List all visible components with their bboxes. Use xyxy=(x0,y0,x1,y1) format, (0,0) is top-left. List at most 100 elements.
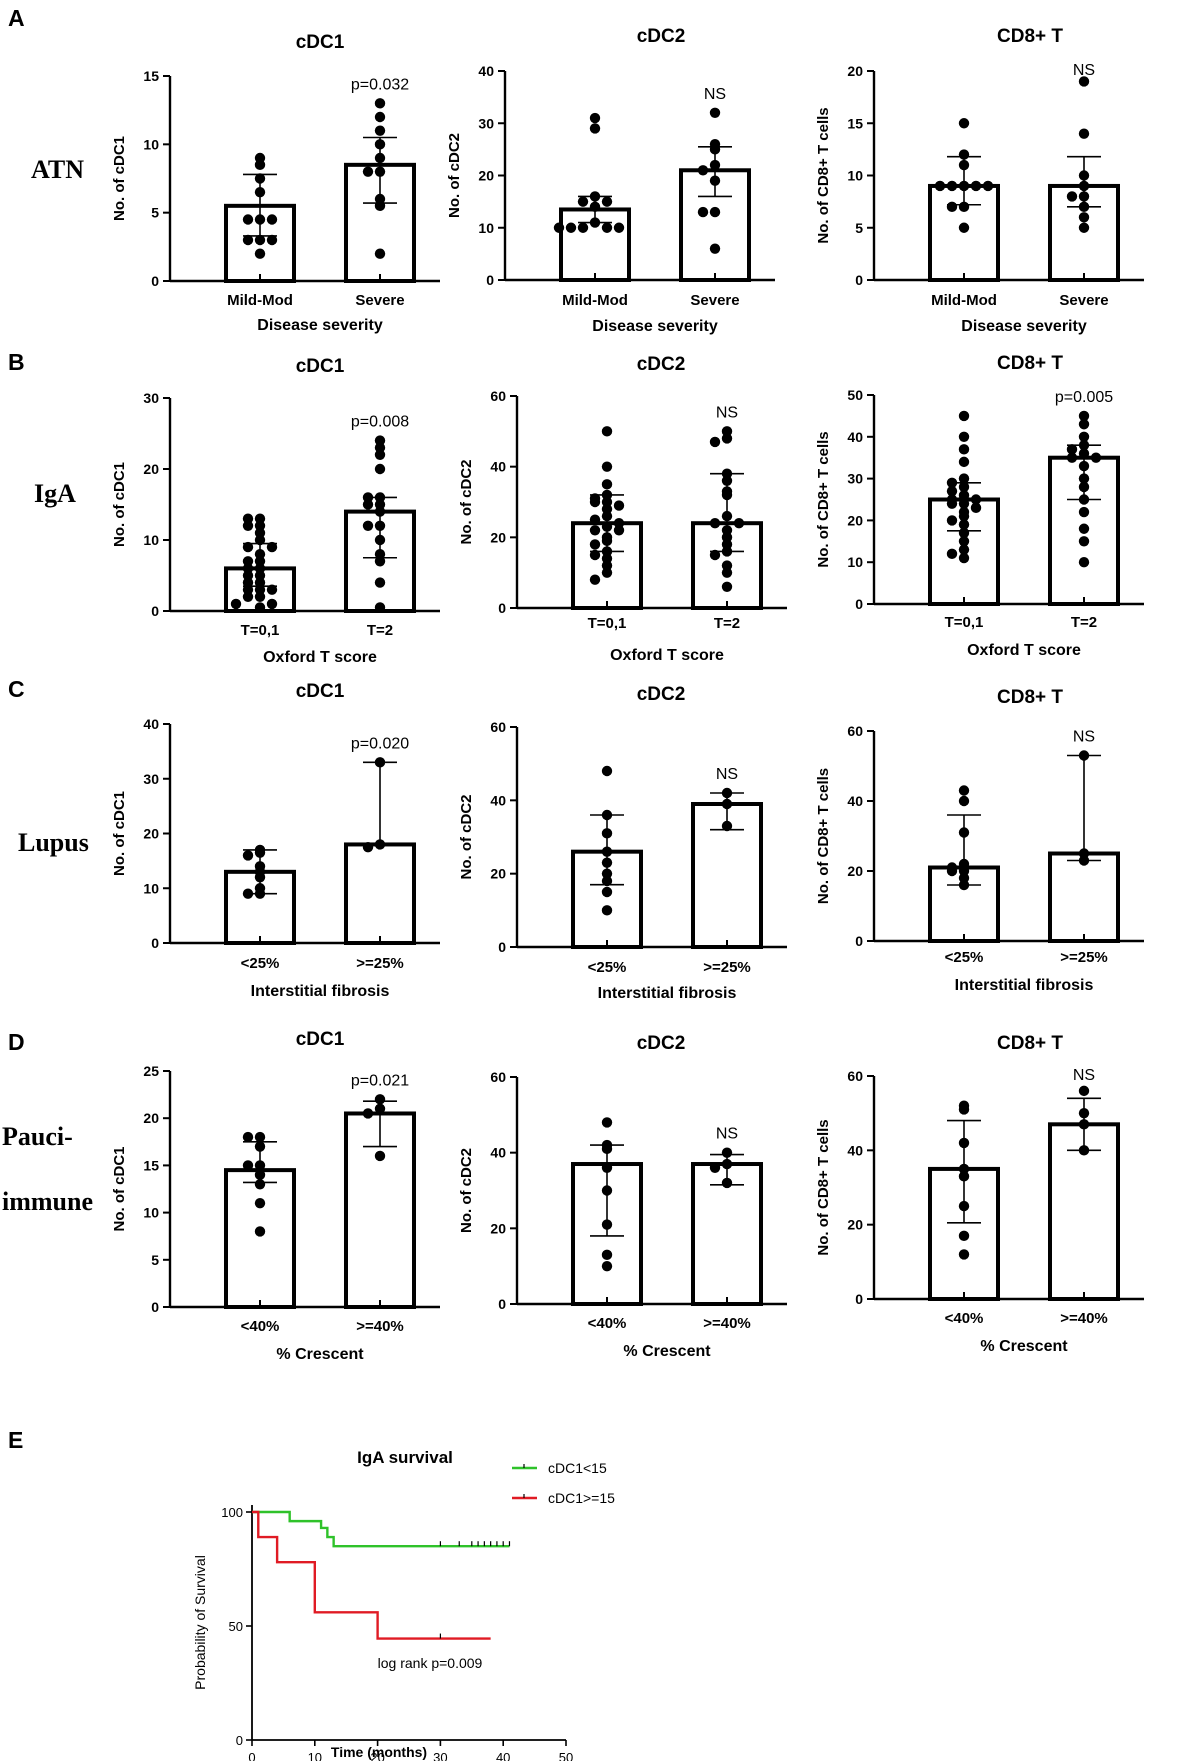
data-point xyxy=(958,544,970,555)
y-axis-label: No. of CD8+ T cells xyxy=(815,768,832,904)
y-tick-label: 10 xyxy=(847,554,863,570)
category-label: <25% xyxy=(945,949,984,966)
data-point xyxy=(1078,212,1090,223)
data-point xyxy=(721,1147,733,1158)
data-point xyxy=(601,846,613,857)
data-point xyxy=(242,1131,254,1143)
data-point xyxy=(266,234,278,246)
y-tick-label: 20 xyxy=(143,826,159,842)
chart-b-cd8: CD8+ T 0 10 20 30 40 50 No. of CD8+ T cells T=0,… xyxy=(815,353,1144,659)
data-point xyxy=(242,850,254,861)
y-tick-label: 20 xyxy=(847,63,863,79)
data-point xyxy=(721,787,733,799)
x-axis-label: Interstitial fibrosis xyxy=(598,985,737,1002)
survival-curve xyxy=(252,1510,510,1548)
chart-c-cd8: CD8+ T 0 20 40 60 No. of CD8+ T cells <25% >=25… xyxy=(815,687,1144,994)
data-point xyxy=(1066,444,1078,455)
data-point xyxy=(1078,481,1090,493)
data-point xyxy=(266,598,278,610)
y-tick-label: 15 xyxy=(143,1157,159,1173)
data-point xyxy=(1078,506,1090,518)
data-point xyxy=(601,809,613,821)
y-axis-label: No. of cDC1 xyxy=(111,462,128,547)
data-point xyxy=(958,410,970,422)
data-point xyxy=(589,539,601,550)
x-axis-label: % Crescent xyxy=(276,1346,364,1363)
y-tick-label: 10 xyxy=(143,1205,159,1221)
panel-letter-a: A xyxy=(8,5,25,31)
category-label: Mild-Mod xyxy=(931,292,997,309)
data-point xyxy=(374,463,386,475)
x-tick-label: 10 xyxy=(308,1750,322,1761)
data-point xyxy=(709,175,721,186)
data-point xyxy=(958,456,970,468)
category-label: <40% xyxy=(241,1318,280,1335)
data-point xyxy=(254,1179,266,1190)
data-point xyxy=(946,548,958,560)
y-axis-label: No. of cDC2 xyxy=(446,133,463,218)
data-point xyxy=(958,1104,970,1115)
data-point xyxy=(958,159,970,171)
data-point xyxy=(254,248,266,259)
y-tick-label: 10 xyxy=(847,168,863,184)
y-tick-label: 40 xyxy=(847,1142,863,1158)
data-point xyxy=(1078,431,1090,442)
data-point xyxy=(242,591,254,602)
y-axis-label: No. of cDC1 xyxy=(111,1146,128,1231)
data-point xyxy=(1078,750,1090,761)
y-tick-label: 20 xyxy=(490,866,506,882)
data-point xyxy=(613,525,625,536)
x-axis-label: Interstitial fibrosis xyxy=(251,983,390,1000)
data-point xyxy=(589,574,601,585)
data-point xyxy=(601,521,613,532)
category-label: >=25% xyxy=(1060,949,1108,966)
significance-label: p=0.005 xyxy=(1055,389,1113,406)
data-point xyxy=(374,248,386,259)
data-point xyxy=(958,527,970,539)
data-point xyxy=(242,541,254,553)
data-point xyxy=(946,485,958,497)
row-label-lupus: Lupus xyxy=(18,828,89,857)
data-point xyxy=(601,567,613,578)
chart-title: cDC1 xyxy=(296,356,345,377)
y-tick-label: 0 xyxy=(855,596,863,612)
data-point xyxy=(362,166,374,177)
data-point xyxy=(958,201,970,213)
data-point xyxy=(1078,523,1090,534)
y-tick-label: 20 xyxy=(847,863,863,879)
data-point xyxy=(613,500,625,511)
data-point xyxy=(601,196,613,207)
data-point xyxy=(709,107,721,119)
data-point xyxy=(970,502,982,514)
x-axis-label: % Crescent xyxy=(623,1343,711,1360)
y-tick-label: 40 xyxy=(490,459,506,475)
y-tick-label: 0 xyxy=(486,272,494,288)
data-point xyxy=(1066,452,1078,463)
data-point xyxy=(1078,419,1090,430)
row-label-iga: IgA xyxy=(34,479,76,508)
data-point xyxy=(254,872,266,883)
data-point xyxy=(1078,448,1090,459)
data-point xyxy=(721,546,733,557)
data-point xyxy=(601,1162,613,1174)
y-tick-label: 60 xyxy=(847,723,863,739)
data-point xyxy=(266,214,278,225)
chart-b-cdc2: cDC2 0 20 40 60 No. of cDC2 T=0,1 T=2 NS Oxford T… xyxy=(458,354,787,664)
data-point xyxy=(601,875,613,887)
category-label: <25% xyxy=(588,959,627,976)
data-point xyxy=(242,520,254,531)
data-point xyxy=(721,489,733,501)
data-point xyxy=(553,222,565,233)
data-point xyxy=(374,152,386,164)
data-point xyxy=(958,1200,970,1212)
y-tick-label: 20 xyxy=(143,461,159,477)
data-point xyxy=(242,214,254,225)
y-tick-label: 30 xyxy=(143,771,159,787)
x-axis-label: Oxford T score xyxy=(263,649,377,666)
data-point xyxy=(721,510,733,522)
data-point xyxy=(374,839,386,850)
data-point xyxy=(589,112,601,124)
x-axis-label: Time (months) xyxy=(331,1744,427,1760)
y-tick-label: 0 xyxy=(855,1291,863,1307)
category-label: <40% xyxy=(945,1310,984,1327)
